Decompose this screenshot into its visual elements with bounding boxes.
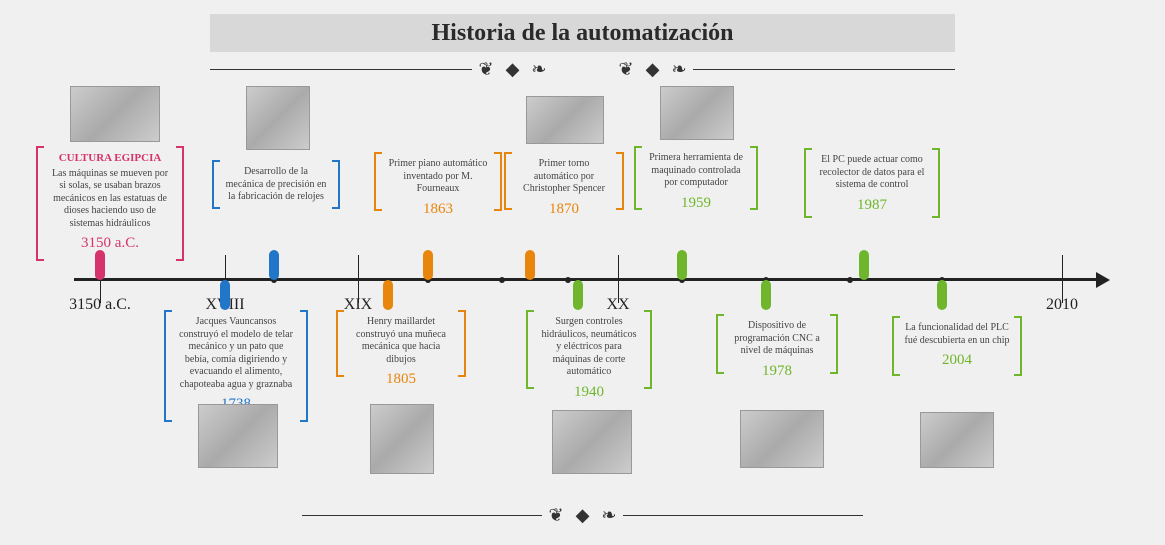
- event-box-pc: El PC puede actuar como recolector de da…: [808, 148, 936, 220]
- bracket-controles: [644, 310, 652, 389]
- event-marker-relojes: [269, 250, 279, 280]
- flourish-bottom: ❦◆❧: [210, 502, 955, 528]
- event-image-relojes: [246, 86, 310, 150]
- event-box-relojes: Desarrollo de la mecánica de precisión e…: [216, 160, 336, 210]
- axis-dot: [847, 277, 853, 283]
- event-box-cnc-herr: Primera herramienta de maquinado control…: [638, 146, 754, 218]
- bracket-piano: [374, 152, 382, 211]
- event-box-piano: Primer piano automático inventado por M.…: [378, 152, 498, 224]
- event-marker-plc: [937, 280, 947, 310]
- event-year: 1978: [728, 362, 826, 381]
- axis-arrow-icon: [1096, 272, 1110, 288]
- bracket-pato: [300, 310, 308, 422]
- axis-dot: [565, 277, 571, 283]
- event-year: 1987: [816, 196, 928, 215]
- bracket-plc: [892, 316, 900, 376]
- event-marker-muneca: [383, 280, 393, 310]
- bracket-torno: [504, 152, 512, 210]
- event-box-torno: Primer torno automático por Christopher …: [508, 152, 620, 224]
- event-box-controles: Surgen controles hidráulicos, neumáticos…: [530, 310, 648, 407]
- event-box-plc: La funcionalidad del PLC fué descubierta…: [896, 316, 1018, 376]
- bracket-muneca: [458, 310, 466, 377]
- event-image-pato: [198, 404, 278, 468]
- bracket-cnc-prog: [716, 314, 724, 374]
- event-year: 2004: [904, 351, 1010, 370]
- bracket-pc: [804, 148, 812, 218]
- event-year: 1959: [646, 194, 746, 213]
- event-image-controles: [552, 410, 632, 474]
- event-marker-cnc-prog: [761, 280, 771, 310]
- event-year: 1805: [348, 370, 454, 389]
- bracket-controles: [526, 310, 534, 389]
- event-marker-cnc-herr: [677, 250, 687, 280]
- bracket-relojes: [212, 160, 220, 209]
- axis-label: 2010: [1046, 296, 1078, 314]
- event-box-egipcia: CULTURA EGIPCIA Las máquinas se mueven po…: [40, 146, 180, 259]
- bracket-torno: [616, 152, 624, 210]
- bracket-egipcia: [36, 146, 44, 261]
- event-marker-pc: [859, 250, 869, 280]
- axis-label: 3150 a.C.: [69, 296, 131, 314]
- bracket-piano: [494, 152, 502, 211]
- event-text: Jacques Vauncansos construyó el modelo d…: [176, 316, 296, 391]
- event-marker-controles: [573, 280, 583, 310]
- event-text: Henry maillardet construyó una muñeca me…: [348, 316, 454, 366]
- page-title: Historia de la automatización: [210, 14, 955, 52]
- event-image-plc: [920, 412, 994, 468]
- bracket-cnc-prog: [830, 314, 838, 374]
- event-text: Surgen controles hidráulicos, neumáticos…: [538, 316, 640, 379]
- bracket-cnc-herr: [634, 146, 642, 210]
- event-image-muneca: [370, 404, 434, 474]
- bracket-pc: [932, 148, 940, 218]
- event-text: Primer torno automático por Christopher …: [516, 158, 612, 196]
- event-year: 1940: [538, 383, 640, 402]
- event-marker-pato: [220, 280, 230, 310]
- event-image-egipcia: [70, 86, 160, 142]
- event-marker-torno: [525, 250, 535, 280]
- event-text: Desarrollo de la mecánica de precisión e…: [224, 166, 328, 204]
- event-text: Las máquinas se mueven por si solas, se …: [48, 168, 172, 231]
- event-text: Primera herramienta de maquinado control…: [646, 152, 746, 190]
- bracket-cnc-herr: [750, 146, 758, 210]
- event-image-cnc-prog: [740, 410, 824, 468]
- event-title: CULTURA EGIPCIA: [48, 152, 172, 166]
- event-text: Dispositivo de programación CNC a nivel …: [728, 320, 826, 358]
- event-text: La funcionalidad del PLC fué descubierta…: [904, 322, 1010, 347]
- event-text: El PC puede actuar como recolector de da…: [816, 154, 928, 192]
- bracket-egipcia: [176, 146, 184, 261]
- bracket-muneca: [336, 310, 344, 377]
- event-marker-piano: [423, 250, 433, 280]
- event-year: 3150 a.C.: [48, 234, 172, 253]
- event-box-muneca: Henry maillardet construyó una muñeca me…: [340, 310, 462, 395]
- event-box-cnc-prog: Dispositivo de programación CNC a nivel …: [720, 314, 834, 386]
- flourish-top: ❦◆❧ ❦◆❧: [210, 56, 955, 82]
- axis-dot: [499, 277, 505, 283]
- event-year: 1863: [386, 200, 490, 219]
- event-image-cnc-herr: [660, 86, 734, 140]
- event-year: 1870: [516, 200, 612, 219]
- bracket-plc: [1014, 316, 1022, 376]
- event-text: Primer piano automático inventado por M.…: [386, 158, 490, 196]
- bracket-relojes: [332, 160, 340, 209]
- event-image-torno: [526, 96, 604, 144]
- bracket-pato: [164, 310, 172, 422]
